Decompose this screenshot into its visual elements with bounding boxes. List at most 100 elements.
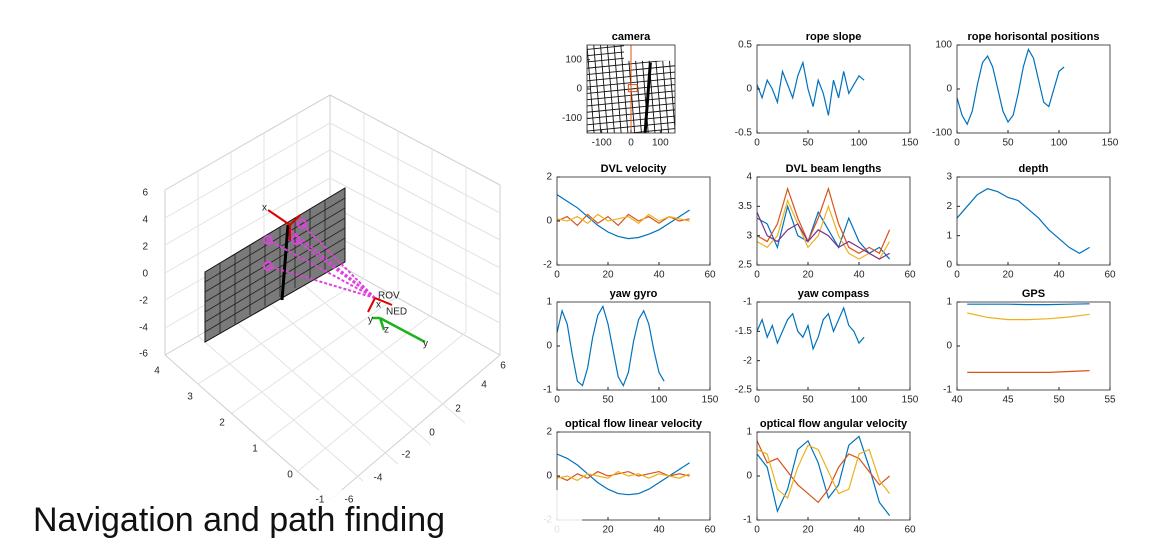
x-tick-label: 0 [754,525,760,536]
x-tick-label: 100 [1051,138,1068,149]
x-tick-label: 100 [651,395,668,406]
z-tick-label: -2 [139,296,148,307]
scene-label: y [423,339,428,350]
x-tick-label: 1 [252,444,258,455]
y-tick-label: -2 [543,260,552,271]
scene-label: NED [386,307,407,318]
y-tick-label: 2 [546,427,552,438]
x-tick-label: 0 [287,470,293,481]
subplot-title: optical flow linear velocity [565,418,703,430]
y-tick-label: -2 [743,355,752,366]
x-tick-label: 150 [1102,138,1119,149]
x-tick-label: 60 [904,525,916,536]
x-tick-label: 0 [754,138,760,149]
y-tick-label: 0 [746,471,752,482]
x-tick-label: -1 [316,495,325,506]
x-tick-label: 150 [702,395,719,406]
x-tick-label: 0 [754,270,760,281]
x-tick-label: 0 [954,270,960,281]
y-tick-label: 6 [500,361,506,372]
y-tick-label: 0 [946,84,952,95]
y-tick-label: 3.5 [738,201,752,212]
scene-label: ROV [378,291,400,302]
x-tick-label: 55 [1104,395,1116,406]
subplot-title: GPS [1022,288,1045,300]
x-tick-label: 20 [1002,270,1014,281]
subplot-title: camera [612,31,651,43]
y-tick-label: 0 [746,84,752,95]
subplot-title: optical flow angular velocity [760,418,908,430]
y-tick-label: 100 [935,40,952,51]
plot-area [557,302,710,390]
image-top [624,45,675,61]
y-tick-label: 1 [546,297,552,308]
z-tick-label: 4 [142,215,148,226]
y-tick-label: -100 [562,113,582,124]
subplot-title: yaw gyro [610,288,658,300]
y-tick-label: -2.5 [735,385,753,396]
x-tick-label: 50 [1002,138,1014,149]
scene-label: x [262,203,267,214]
plot-area [957,177,1110,265]
x-tick-label: 100 [851,395,868,406]
x-tick-label: 0 [554,270,560,281]
x-tick-label: 0 [628,138,634,149]
axes: yaw gyro050100150-101 [543,288,719,406]
x-tick-label: 60 [704,270,716,281]
x-tick-label: 50 [602,395,614,406]
x-tick-label: 20 [802,270,814,281]
x-tick-label: 0 [754,395,760,406]
x-tick-label: 60 [904,270,916,281]
x-tick-label: 100 [851,138,868,149]
y-tick-label: 0 [546,341,552,352]
x-tick-label: 40 [1053,270,1065,281]
caption: Navigation and path finding [33,501,445,539]
x-tick-label: 50 [802,138,814,149]
y-tick-label: 0 [946,341,952,352]
y-tick-label: 0 [576,84,582,95]
x-tick-label: 100 [652,138,669,149]
y-tick-label: 1 [946,230,952,241]
subplot-title: depth [1019,163,1049,175]
x-tick-label: 60 [704,525,716,536]
x-tick-label: 40 [853,525,865,536]
subplot-title: yaw compass [798,288,870,300]
x-tick-label: 2 [219,418,225,429]
z-tick-label: -4 [139,323,148,334]
y-tick-label: 2 [546,172,552,183]
figure: camera-1000100-1000100rope slope05010015… [0,0,1161,551]
x-tick-label: 40 [951,395,963,406]
x-tick-label: 4 [154,366,160,377]
x-tick-label: 150 [902,395,919,406]
y-tick-label: -6 [345,495,354,506]
x-tick-label: 3 [187,392,193,403]
subplot-title: DVL beam lengths [786,163,882,175]
page: {"caption": "Navigation and path finding… [0,0,1161,551]
y-tick-label: -1.5 [735,326,753,337]
y-tick-label: -2 [402,450,411,461]
y-tick-label: 1 [946,297,952,308]
x-tick-label: 40 [653,525,665,536]
y-tick-label: -1 [743,297,752,308]
y-tick-label: 2 [946,201,952,212]
y-tick-label: -0.5 [735,128,753,139]
y-tick-label: 3 [746,230,752,241]
x-tick-label: 40 [653,270,665,281]
y-tick-label: -1 [543,385,552,396]
scene-label: y [368,315,373,326]
y-tick-label: 2 [455,404,461,415]
x-tick-label: 0 [954,138,960,149]
y-tick-label: 0 [546,216,552,227]
subplot-title: rope horisontal positions [967,31,1099,43]
y-tick-label: 4 [481,380,487,391]
subplot-title: rope slope [806,31,862,43]
z-tick-label: -6 [139,349,148,360]
axes: yaw compass050100150-2.5-2-1.5-1 [735,288,919,406]
x-tick-label: 50 [1053,395,1065,406]
x-tick-label: 60 [1104,270,1116,281]
x-tick-label: 150 [902,138,919,149]
